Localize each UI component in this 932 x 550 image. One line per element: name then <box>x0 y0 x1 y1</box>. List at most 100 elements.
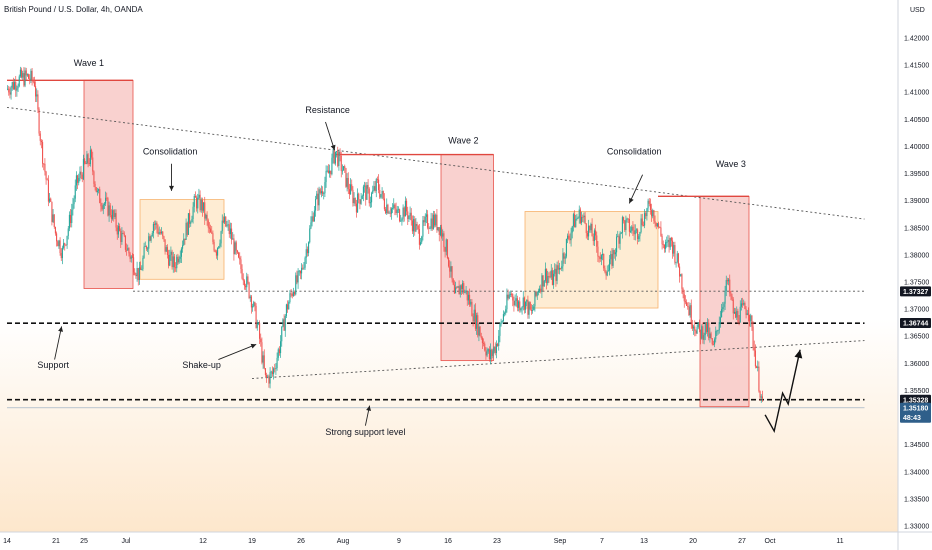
candle <box>479 326 481 337</box>
candle-body <box>589 225 591 231</box>
candle-body <box>82 159 84 180</box>
candle-body <box>474 309 476 329</box>
candle-body <box>359 199 361 204</box>
candle-body <box>54 226 56 234</box>
candle-body <box>56 233 58 242</box>
candle <box>540 284 542 294</box>
candle-body <box>66 235 68 245</box>
candle <box>332 149 334 164</box>
candle-body <box>653 210 655 222</box>
wave-box-3[interactable] <box>440 154 494 362</box>
candle-body <box>213 241 215 251</box>
consolidation-box-4[interactable] <box>524 211 659 309</box>
candle <box>682 287 684 299</box>
candle-body <box>724 291 726 304</box>
candle-body <box>481 338 483 344</box>
candle <box>744 301 746 310</box>
candle-body <box>523 297 525 310</box>
annotation-shake-up[interactable]: Shake-up <box>182 360 221 370</box>
annotation-support[interactable]: Support <box>37 360 69 370</box>
candle-body <box>306 249 308 254</box>
candle <box>599 252 601 262</box>
candle-body <box>80 171 82 175</box>
shake-up-arrow[interactable] <box>218 343 257 360</box>
candle <box>26 73 28 77</box>
candle-body <box>302 267 304 269</box>
projection-path[interactable] <box>764 349 801 434</box>
candle <box>38 107 40 136</box>
candle <box>534 291 536 312</box>
candle-body <box>240 259 242 269</box>
candle-body <box>710 333 712 339</box>
candle <box>172 251 174 273</box>
annotation-strong-support-level[interactable]: Strong support level <box>325 427 405 437</box>
price-tag-1-36744[interactable]: 1.36744 <box>900 317 931 328</box>
price-tag-1-37327[interactable]: 1.37327 <box>900 286 931 297</box>
candle-body <box>129 253 131 259</box>
time-tick-label: Jul <box>122 538 131 545</box>
candle-body <box>170 251 172 255</box>
candle-body <box>700 329 702 339</box>
time-tick-label: 26 <box>297 538 305 545</box>
candle <box>569 233 571 244</box>
candle-body <box>674 245 676 263</box>
resistance-line[interactable] <box>6 106 865 220</box>
candle-body <box>95 187 97 193</box>
candle <box>490 343 492 365</box>
candle <box>716 329 718 336</box>
lower-trendline[interactable] <box>251 340 865 379</box>
candle-body <box>143 246 145 258</box>
candle <box>231 222 233 245</box>
candle <box>584 211 586 225</box>
consolidation-box-2[interactable] <box>139 199 225 280</box>
support-arrow[interactable] <box>54 326 63 360</box>
candle <box>257 321 259 326</box>
candle-body <box>23 73 25 86</box>
annotation-resistance[interactable]: Resistance <box>305 105 350 115</box>
price-tick-label: 1.36500 <box>904 334 929 341</box>
candle-body <box>416 224 418 226</box>
consolidation-arrow-2[interactable] <box>628 174 644 204</box>
candle <box>129 251 131 263</box>
candle <box>89 145 91 167</box>
candle-body <box>203 202 205 211</box>
candle-body <box>682 288 684 295</box>
candle-body <box>358 193 360 200</box>
candle <box>327 164 329 174</box>
candle <box>656 223 658 228</box>
candle-body <box>149 236 151 241</box>
annotation-wave-3[interactable]: Wave 3 <box>716 159 746 169</box>
candle <box>134 268 136 276</box>
price-tag-1-35180[interactable]: 1.35180 48:43 <box>900 402 931 423</box>
candle-body <box>290 293 292 295</box>
candle <box>221 214 223 234</box>
candle <box>320 185 322 198</box>
candle-body <box>173 256 175 268</box>
candle-body <box>408 215 410 220</box>
candle <box>437 227 439 232</box>
candle-body <box>117 226 119 235</box>
candle <box>206 211 208 226</box>
candle-body <box>352 189 354 204</box>
candle <box>484 341 486 352</box>
candle-body <box>176 256 178 269</box>
candle <box>211 226 213 235</box>
candle-body <box>544 268 546 281</box>
annotation-consolidation[interactable]: Consolidation <box>143 147 198 157</box>
candle-body <box>537 291 539 293</box>
wave-box-1[interactable] <box>83 79 134 289</box>
candle-body <box>479 326 481 337</box>
annotation-consolidation[interactable]: Consolidation <box>607 147 662 157</box>
price-tag-1-35328[interactable]: 1.35328 <box>900 394 931 405</box>
candle <box>256 319 258 331</box>
candle-body <box>137 268 139 281</box>
annotation-wave-1[interactable]: Wave 1 <box>74 58 104 68</box>
candle-body <box>688 306 690 316</box>
candle-body <box>607 270 609 272</box>
price-tick-label: 1.35500 <box>904 388 929 395</box>
candle-body <box>639 231 641 237</box>
annotation-wave-2[interactable]: Wave 2 <box>448 136 478 146</box>
candle-body <box>493 346 495 352</box>
